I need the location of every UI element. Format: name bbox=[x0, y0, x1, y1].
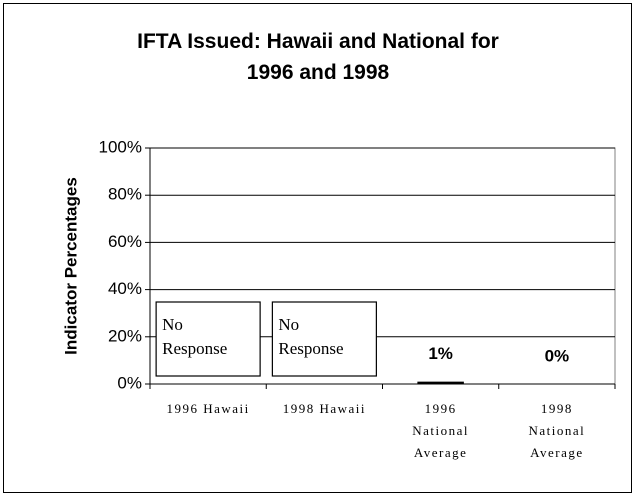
x-tick-label: 1996 Hawaii bbox=[166, 401, 249, 416]
no-response-box bbox=[155, 301, 261, 377]
value-label: 0% bbox=[545, 346, 570, 365]
value-label: No Response bbox=[162, 315, 227, 358]
no-response-box bbox=[271, 301, 377, 377]
y-tick-label: 0% bbox=[117, 373, 142, 392]
y-tick-label: 100% bbox=[99, 137, 142, 156]
x-tick-label: 1996 National Average bbox=[412, 401, 469, 460]
value-label: 1% bbox=[428, 344, 453, 363]
y-tick-label: 20% bbox=[108, 326, 142, 345]
y-tick-label: 40% bbox=[108, 279, 142, 298]
y-tick-label: 80% bbox=[108, 185, 142, 204]
y-axis-label: Indicator Percentages bbox=[61, 177, 80, 355]
bar bbox=[417, 381, 464, 384]
value-label: No Response bbox=[278, 315, 343, 358]
x-tick-label: 1998 Hawaii bbox=[283, 401, 366, 416]
y-tick-label: 60% bbox=[108, 232, 142, 251]
x-tick-label: 1998 National Average bbox=[528, 401, 585, 460]
chart-title: IFTA Issued: Hawaii and National for 1996… bbox=[137, 30, 499, 84]
